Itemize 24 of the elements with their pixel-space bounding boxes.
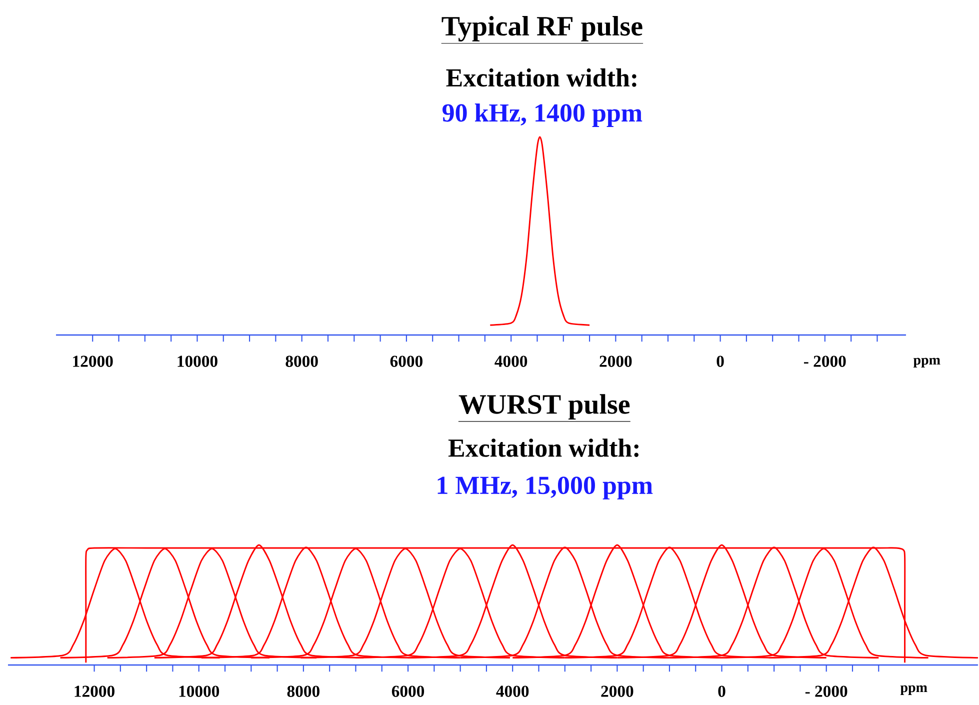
x-tick-label: 4000: [496, 686, 529, 697]
x-tick-label: 10000: [179, 686, 220, 697]
x-tick-label: 12000: [74, 686, 114, 697]
x-tick-label: 10000: [178, 356, 218, 367]
x-tick-label: 8000: [287, 686, 320, 697]
x-axis-title: ppm: [913, 358, 940, 368]
text: 90 kHz, 1400 ppm: [442, 103, 642, 128]
chart-subtitle: Excitation width:: [446, 68, 636, 87]
x-tick-label: - 2000: [804, 356, 846, 367]
x-tick-label: 2000: [600, 356, 632, 367]
x-tick-label: 4000: [494, 356, 528, 367]
x-tick-label: 12000: [73, 356, 113, 367]
x-tick-label: 6000: [390, 356, 422, 367]
x-tick-label: 2000: [601, 686, 634, 697]
chart-subtitle: Excitation width:: [448, 438, 638, 458]
x-axis-title: ppm: [900, 685, 928, 695]
chart-title: Typical RF pulse: [442, 16, 642, 42]
x-tick-label: 0: [718, 686, 726, 697]
x-tick-label: 0: [716, 356, 724, 367]
chart-title: WURST pulse: [458, 394, 630, 420]
x-tick-label: 6000: [392, 686, 424, 697]
x-tick-label: 8000: [286, 356, 318, 367]
x-tick-label: - 2000: [805, 686, 848, 697]
text: 1 MHz, 15,000 ppm: [438, 476, 653, 500]
